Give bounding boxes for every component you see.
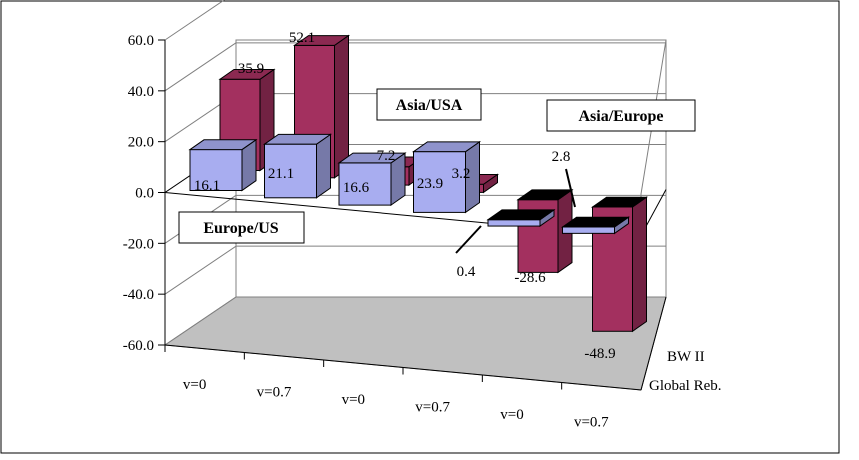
data-label: 23.9 xyxy=(417,176,443,192)
bars-group: 35.9 52.1 7.2 3.2 -28.6 -48.9 16.1 21.1 16.6 23.9… xyxy=(188,30,649,362)
bar-global-reb-1 xyxy=(262,133,333,199)
bar-side-face xyxy=(316,133,331,199)
bar-global-reb-4 xyxy=(486,208,556,228)
bar-top-face xyxy=(337,152,407,164)
y-tick-label: -60.0 xyxy=(123,338,154,354)
bar-side-face xyxy=(334,34,349,179)
bar-top-face xyxy=(516,189,574,201)
data-label: 0.4 xyxy=(457,264,476,280)
gridline-diag xyxy=(164,245,237,295)
bar-top-face xyxy=(218,68,276,80)
data-label: 52.1 xyxy=(289,30,315,46)
bar-side-face xyxy=(632,196,647,333)
leader-line-2-8 xyxy=(565,168,576,208)
bar-top-face xyxy=(560,216,631,228)
annotation-europe-us-text: Europe/US xyxy=(203,220,278,237)
depth-label: Global Reb. xyxy=(649,378,722,394)
bar-front-face xyxy=(189,149,243,191)
data-label: 21.1 xyxy=(268,166,294,182)
bar-top-face xyxy=(262,133,333,145)
gridline-diag xyxy=(164,42,237,92)
data-label: 2.8 xyxy=(552,149,571,165)
y-tick-label: 0.0 xyxy=(135,186,154,202)
bar-front-face xyxy=(562,226,615,234)
bar-top-face xyxy=(411,141,482,153)
gridline-diag xyxy=(164,0,226,41)
annotation-asia-europe: Asia/Europe xyxy=(546,99,696,132)
data-label: -28.6 xyxy=(514,270,546,286)
x-tick-label: v=0 xyxy=(183,377,206,393)
gridline-diag xyxy=(164,296,237,346)
data-label: 3.2 xyxy=(452,166,471,182)
y-tick-label: 20.0 xyxy=(128,135,154,151)
bar-top-face xyxy=(292,35,351,46)
bar-global-reb-2 xyxy=(337,152,407,207)
x-tick-label: v=0.7 xyxy=(415,399,450,415)
data-label: 16.1 xyxy=(194,178,220,194)
x-tick-label: v=0 xyxy=(342,392,365,408)
bar-front-face xyxy=(338,162,392,206)
y-tick-label: -20.0 xyxy=(123,236,154,252)
x-tick-label: v=0.7 xyxy=(574,414,609,430)
bar-front-face xyxy=(487,219,541,227)
data-label: -48.9 xyxy=(584,346,615,362)
bar-global-reb-0 xyxy=(188,138,258,192)
leader-line-0-4 xyxy=(455,225,482,254)
bar-global-reb-3 xyxy=(411,140,482,214)
y-tick-label: -40.0 xyxy=(123,287,154,303)
bar-top-face xyxy=(188,139,258,151)
x-tick-label: v=0 xyxy=(500,407,523,423)
data-label: 35.9 xyxy=(238,61,264,77)
data-label: 16.6 xyxy=(343,180,370,196)
annotation-asia-usa-text: Asia/USA xyxy=(396,97,463,114)
depth-label: BW II xyxy=(667,349,705,365)
y-tick-label: 60.0 xyxy=(128,33,154,49)
annotation-asia-europe-text: Asia/Europe xyxy=(578,108,663,125)
y-tick-label: 40.0 xyxy=(128,84,154,100)
data-label: 7.2 xyxy=(377,148,396,164)
bar-top-face xyxy=(486,209,556,221)
depth-axis: BW II Global Reb. xyxy=(640,296,722,394)
annotation-asia-usa: Asia/USA xyxy=(376,88,482,121)
depth-axis-line xyxy=(640,296,667,391)
bar-global-reb-5 xyxy=(560,216,631,235)
bar-top-face xyxy=(590,196,649,208)
x-tick-label: v=0.7 xyxy=(257,384,292,400)
annotation-europe-us: Europe/US xyxy=(178,211,305,244)
y-axis: 60.0 40.0 20.0 0.0 -20.0 -40.0 -60.0 xyxy=(123,33,166,354)
x-axis: v=0 v=0.7 v=0 v=0.7 v=0 v=0.7 xyxy=(164,344,642,430)
